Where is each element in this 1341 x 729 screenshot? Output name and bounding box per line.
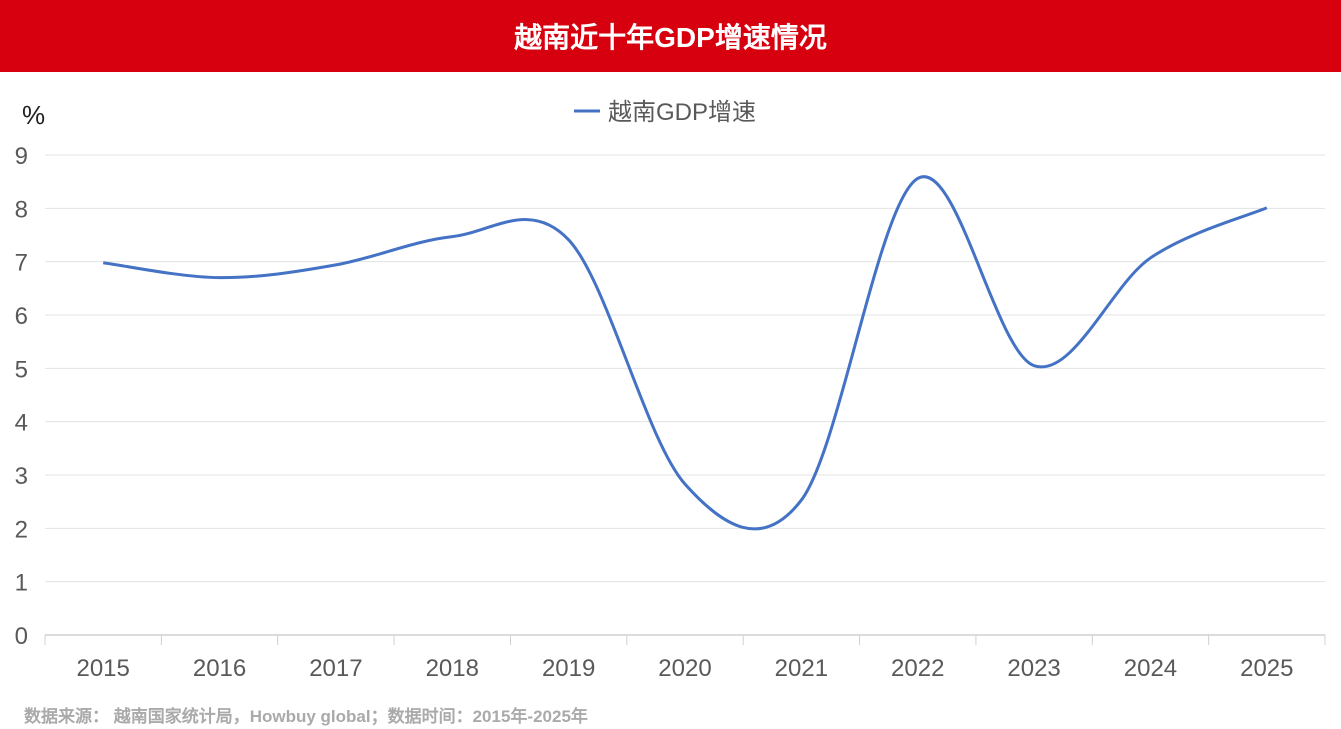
y-tick-label: 6 — [15, 303, 28, 330]
y-tick-label: 1 — [15, 570, 28, 597]
y-tick-label: 5 — [15, 356, 28, 383]
x-tick-label: 2018 — [426, 655, 479, 682]
x-tick-label: 2022 — [891, 655, 944, 682]
y-tick-label: 2 — [15, 516, 28, 543]
x-tick-label: 2021 — [775, 655, 828, 682]
x-tick-label: 2015 — [76, 655, 129, 682]
x-tick-label: 2020 — [658, 655, 711, 682]
y-tick-label: 4 — [15, 410, 28, 437]
legend-label: 越南GDP增速 — [608, 99, 756, 126]
y-tick-label: 8 — [15, 196, 28, 223]
x-tick-label: 2017 — [309, 655, 362, 682]
y-axis-unit: % — [22, 100, 45, 130]
x-tick-label: 2024 — [1124, 655, 1177, 682]
chart-title-banner: 越南近十年GDP增速情况 — [0, 0, 1341, 72]
x-tick-label: 2019 — [542, 655, 595, 682]
x-tick-label: 2023 — [1007, 655, 1060, 682]
x-tick-label: 2016 — [193, 655, 246, 682]
y-tick-label: 0 — [15, 623, 28, 650]
gdp-growth-line — [102, 175, 1268, 531]
y-tick-label: 3 — [15, 463, 28, 490]
data-source-note: 数据来源： 越南国家统计局，Howbuy global；数据时间：2015年-2… — [24, 707, 588, 726]
y-tick-label: 7 — [15, 250, 28, 277]
y-tick-label: 9 — [15, 143, 28, 170]
x-tick-label: 2025 — [1240, 655, 1293, 682]
